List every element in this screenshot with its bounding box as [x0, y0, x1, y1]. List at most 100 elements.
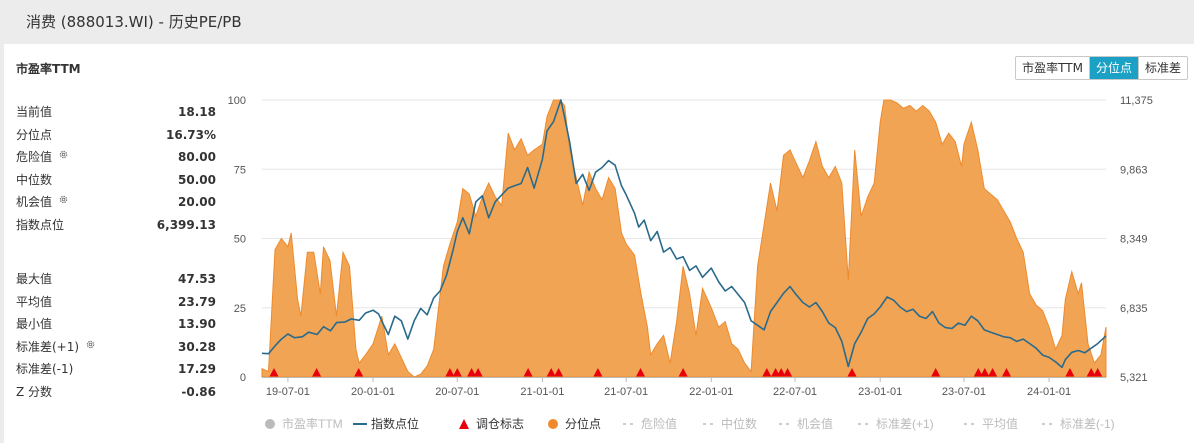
stat-label: 标准差(-1): [16, 362, 74, 376]
rebalance-marker: [783, 368, 793, 377]
stat-value: 16.73%: [166, 127, 216, 142]
rebalance-marker: [1093, 368, 1103, 377]
stat-row-index-level: 指数点位 6,399.13: [16, 214, 216, 237]
legend-label[interactable]: 标准差(-1): [1060, 417, 1115, 431]
rebalance-marker: [354, 368, 364, 377]
stats-bottom: 最大值 47.53 平均值 23.79 最小值 13.90 标准差(+1) 30.28 …: [16, 268, 216, 403]
legend-label[interactable]: 机会值: [797, 416, 833, 431]
stat-value: -0.86: [181, 384, 216, 399]
rebalance-marker: [931, 368, 941, 377]
stat-label-text: 机会值: [16, 195, 53, 209]
legend-label[interactable]: 危险值: [641, 416, 677, 431]
y-right-tick-label: 11,375: [1120, 95, 1153, 107]
rebalance-marker: [678, 368, 688, 377]
stat-value: 50.00: [178, 172, 216, 187]
rebalance-marker: [312, 368, 322, 377]
x-tick-label: 21-07-01: [604, 386, 648, 398]
rebalance-marker: [452, 368, 462, 377]
x-tick-label: 22-01-01: [689, 386, 733, 398]
toggle-percentile-button[interactable]: 分位点: [1088, 57, 1138, 79]
stat-value: 17.29: [178, 362, 216, 376]
stat-value: 80.00: [178, 150, 216, 164]
window-title: 消费 (888013.WI) - 历史PE/PB: [26, 13, 242, 31]
stat-value: 6,399.13: [156, 217, 216, 232]
stat-label: 指数点位: [16, 217, 65, 232]
stat-value: 23.79: [178, 294, 216, 309]
rebalance-marker: [1086, 368, 1096, 377]
stat-value: 18.18: [178, 105, 216, 119]
panel-title: 市盈率TTM: [16, 62, 81, 76]
x-tick-label: 23-01-01: [858, 386, 902, 398]
stat-label: 危险值: [16, 146, 69, 169]
legend-label[interactable]: 平均值: [982, 416, 1018, 431]
legend-label[interactable]: 分位点: [565, 416, 601, 431]
y-left-tick-label: 75: [234, 164, 246, 176]
legend-symbol: [265, 419, 275, 429]
stat-label: Z 分数: [16, 384, 53, 399]
stat-label: 中位数: [16, 172, 53, 187]
stat-label: 机会值: [16, 191, 69, 214]
stat-label-text: 标准差(+1): [16, 339, 80, 354]
rebalance-marker: [473, 368, 483, 377]
y-right-tick-label: 8,349: [1120, 234, 1148, 246]
stat-value: 30.28: [178, 339, 216, 354]
stat-row-max: 最大值 47.53: [16, 268, 216, 291]
stat-label: 最大值: [16, 272, 53, 286]
rebalance-marker: [593, 368, 603, 377]
legend-label[interactable]: 调仓标志: [476, 417, 524, 431]
rebalance-marker: [973, 368, 983, 377]
title-bar: 消费 (888013.WI) - 历史PE/PB: [0, 0, 1194, 42]
rebalance-marker: [1065, 368, 1075, 377]
rebalance-marker: [636, 368, 645, 377]
stat-value: 20.00: [178, 195, 216, 209]
rebalance-marker: [269, 368, 279, 377]
stat-row-danger: 危险值 80.00: [16, 146, 216, 169]
x-tick-label: 22-07-01: [773, 386, 817, 398]
stat-row-zscore: Z 分数 -0.86: [16, 381, 216, 404]
rebalance-marker: [847, 368, 857, 377]
rebalance-marker: [776, 368, 786, 377]
legend-label[interactable]: 指数点位: [371, 416, 419, 431]
rebalance-marker: [762, 368, 772, 377]
y-left-tick-label: 100: [228, 95, 246, 107]
rebalance-marker: [1002, 368, 1011, 377]
rebalance-marker: [467, 368, 477, 377]
y-right-tick-label: 5,321: [1120, 372, 1148, 384]
stat-label: 最小值: [16, 317, 53, 331]
legend-symbol: [459, 419, 469, 429]
legend-symbol: [548, 419, 558, 429]
y-right-tick-label: 6,835: [1120, 303, 1148, 315]
rebalance-marker: [546, 368, 556, 377]
toggle-pe-button[interactable]: 市盈率TTM: [1016, 57, 1089, 79]
x-tick-label: 19-07-01: [266, 386, 310, 398]
stat-label: 标准差(+1): [16, 336, 96, 359]
stat-row-current: 当前值 18.18: [16, 101, 216, 124]
gear-icon[interactable]: [85, 335, 96, 358]
gear-icon[interactable]: [58, 145, 69, 168]
view-toggle: 市盈率TTM 分位点 标准差: [1015, 56, 1188, 80]
stat-value: 47.53: [178, 272, 216, 286]
rebalance-marker: [445, 368, 455, 377]
stat-row-min: 最小值 13.90: [16, 313, 216, 336]
toggle-stddev-button[interactable]: 标准差: [1137, 57, 1187, 79]
stat-label: 平均值: [16, 294, 53, 309]
x-tick-label: 21-01-01: [520, 386, 564, 398]
stat-row-median: 中位数 50.00: [16, 169, 216, 192]
stats-top: 当前值 18.18 分位点 16.73% 危险值 80.00 中位数 50.00 机会值…: [16, 101, 216, 236]
rebalance-marker: [980, 368, 990, 377]
gear-icon[interactable]: [58, 190, 69, 213]
stat-row-mean: 平均值 23.79: [16, 291, 216, 314]
stat-row-opportunity: 机会值 20.00: [16, 191, 216, 214]
rebalance-marker: [554, 368, 564, 377]
percentile-area: [261, 99, 1107, 378]
rebalance-marker: [523, 368, 533, 377]
legend-label[interactable]: 中位数: [721, 416, 757, 431]
legend-label[interactable]: 标准差(+1): [876, 417, 934, 431]
y-left-tick-label: 0: [240, 372, 246, 384]
y-right-tick-label: 9,863: [1120, 164, 1148, 176]
x-tick-label: 20-01-01: [351, 386, 395, 398]
rebalance-marker: [988, 368, 998, 377]
stat-label-text: 危险值: [16, 150, 53, 164]
legend-label[interactable]: 市盈率TTM: [282, 416, 343, 431]
